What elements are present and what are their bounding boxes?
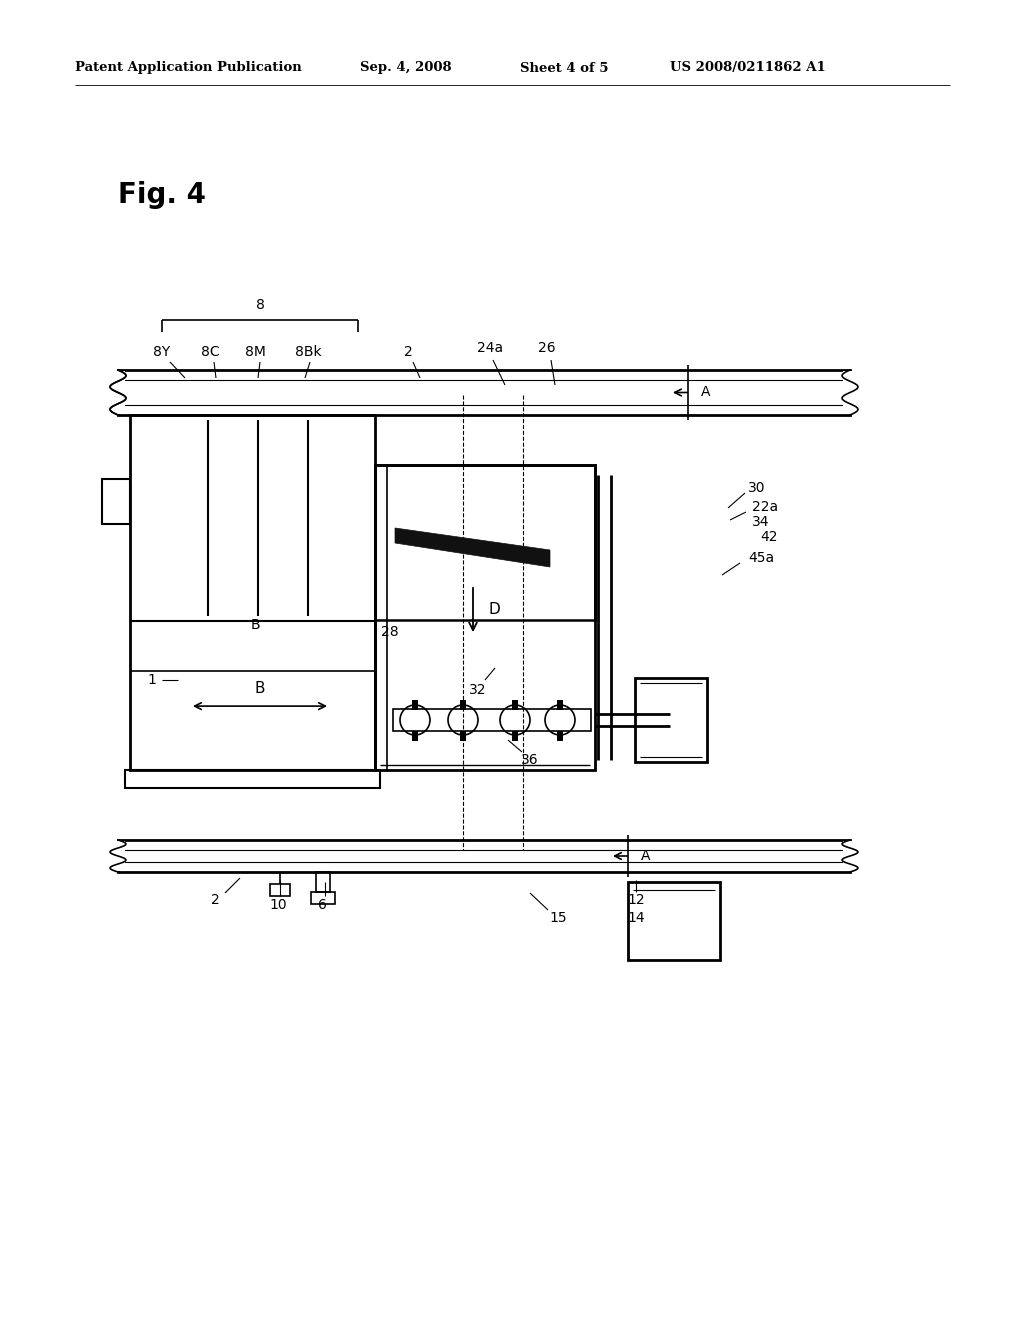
Text: A: A [641,849,650,863]
Text: 30: 30 [748,480,766,495]
Text: D: D [489,602,501,618]
Text: B: B [250,618,260,632]
Text: Sep. 4, 2008: Sep. 4, 2008 [360,62,452,74]
Bar [512,731,518,741]
Text: 10: 10 [269,898,287,912]
Bar [270,884,290,896]
Bar [118,840,850,873]
Text: 12: 12 [627,894,645,907]
Text: 32: 32 [469,682,486,697]
Bar [393,709,591,731]
Text: 8Y: 8Y [154,345,171,359]
Text: 28: 28 [381,624,398,639]
Text: 8: 8 [256,298,264,312]
Polygon shape [395,528,550,568]
Bar [113,371,125,414]
Bar [460,700,466,710]
Text: B: B [255,681,265,696]
Bar [311,892,335,904]
Text: Fig. 4: Fig. 4 [118,181,206,209]
Bar [557,731,563,741]
Text: 15: 15 [549,911,567,925]
Bar [635,678,707,762]
Text: Patent Application Publication: Patent Application Publication [75,62,302,74]
Text: 6: 6 [317,898,327,912]
Bar [102,479,130,524]
Text: 1: 1 [147,673,157,686]
Text: 2: 2 [403,345,413,359]
Bar [118,370,850,414]
Bar [557,700,563,710]
Text: A: A [701,385,711,400]
Bar [375,465,595,770]
Bar [412,731,418,741]
Text: 34: 34 [752,515,769,529]
Text: 14: 14 [627,911,645,925]
Text: 8C: 8C [201,345,219,359]
Bar [412,700,418,710]
Bar [130,414,375,770]
Bar [460,731,466,741]
Text: US 2008/0211862 A1: US 2008/0211862 A1 [670,62,825,74]
Text: 8Bk: 8Bk [295,345,322,359]
Text: 22a: 22a [752,500,778,513]
Text: 45a: 45a [748,550,774,565]
Text: Sheet 4 of 5: Sheet 4 of 5 [520,62,608,74]
Bar [316,873,330,892]
Text: 8M: 8M [245,345,265,359]
Text: 2: 2 [211,894,219,907]
Text: 26: 26 [539,341,556,355]
Bar [125,770,380,788]
Bar [628,882,720,960]
Bar [512,700,518,710]
Text: 36: 36 [521,752,539,767]
Bar [113,841,125,871]
Bar [843,841,855,871]
Text: 24a: 24a [477,341,503,355]
Bar [843,371,855,414]
Text: 42: 42 [760,531,777,544]
Bar [375,465,595,620]
